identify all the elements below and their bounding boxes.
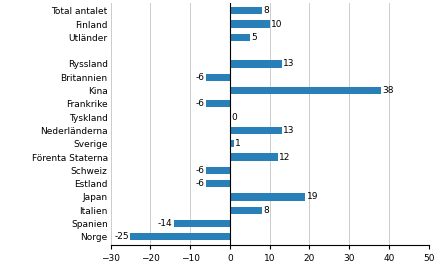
- Text: -14: -14: [158, 219, 172, 228]
- Text: 12: 12: [279, 153, 290, 162]
- Text: 8: 8: [263, 206, 269, 215]
- Bar: [206, 73, 230, 81]
- Bar: [230, 34, 250, 41]
- Text: 38: 38: [383, 86, 394, 95]
- Text: 13: 13: [283, 59, 295, 68]
- Bar: [230, 60, 282, 67]
- Text: -6: -6: [195, 73, 204, 82]
- Bar: [206, 167, 230, 174]
- Bar: [230, 127, 282, 134]
- Text: 5: 5: [251, 33, 257, 42]
- Text: -6: -6: [195, 166, 204, 175]
- Bar: [206, 180, 230, 187]
- Text: 13: 13: [283, 126, 295, 135]
- Bar: [230, 7, 262, 14]
- Text: -25: -25: [114, 232, 129, 241]
- Bar: [130, 233, 230, 240]
- Bar: [230, 193, 305, 200]
- Bar: [230, 206, 262, 214]
- Text: -6: -6: [195, 99, 204, 108]
- Text: 0: 0: [232, 113, 237, 122]
- Text: 10: 10: [271, 20, 283, 29]
- Bar: [230, 140, 234, 147]
- Text: 8: 8: [263, 6, 269, 15]
- Bar: [230, 20, 270, 28]
- Bar: [206, 100, 230, 107]
- Text: -6: -6: [195, 179, 204, 188]
- Text: 1: 1: [236, 139, 241, 148]
- Text: 19: 19: [307, 192, 319, 202]
- Bar: [174, 220, 230, 227]
- Bar: [230, 153, 278, 161]
- Bar: [230, 87, 381, 94]
